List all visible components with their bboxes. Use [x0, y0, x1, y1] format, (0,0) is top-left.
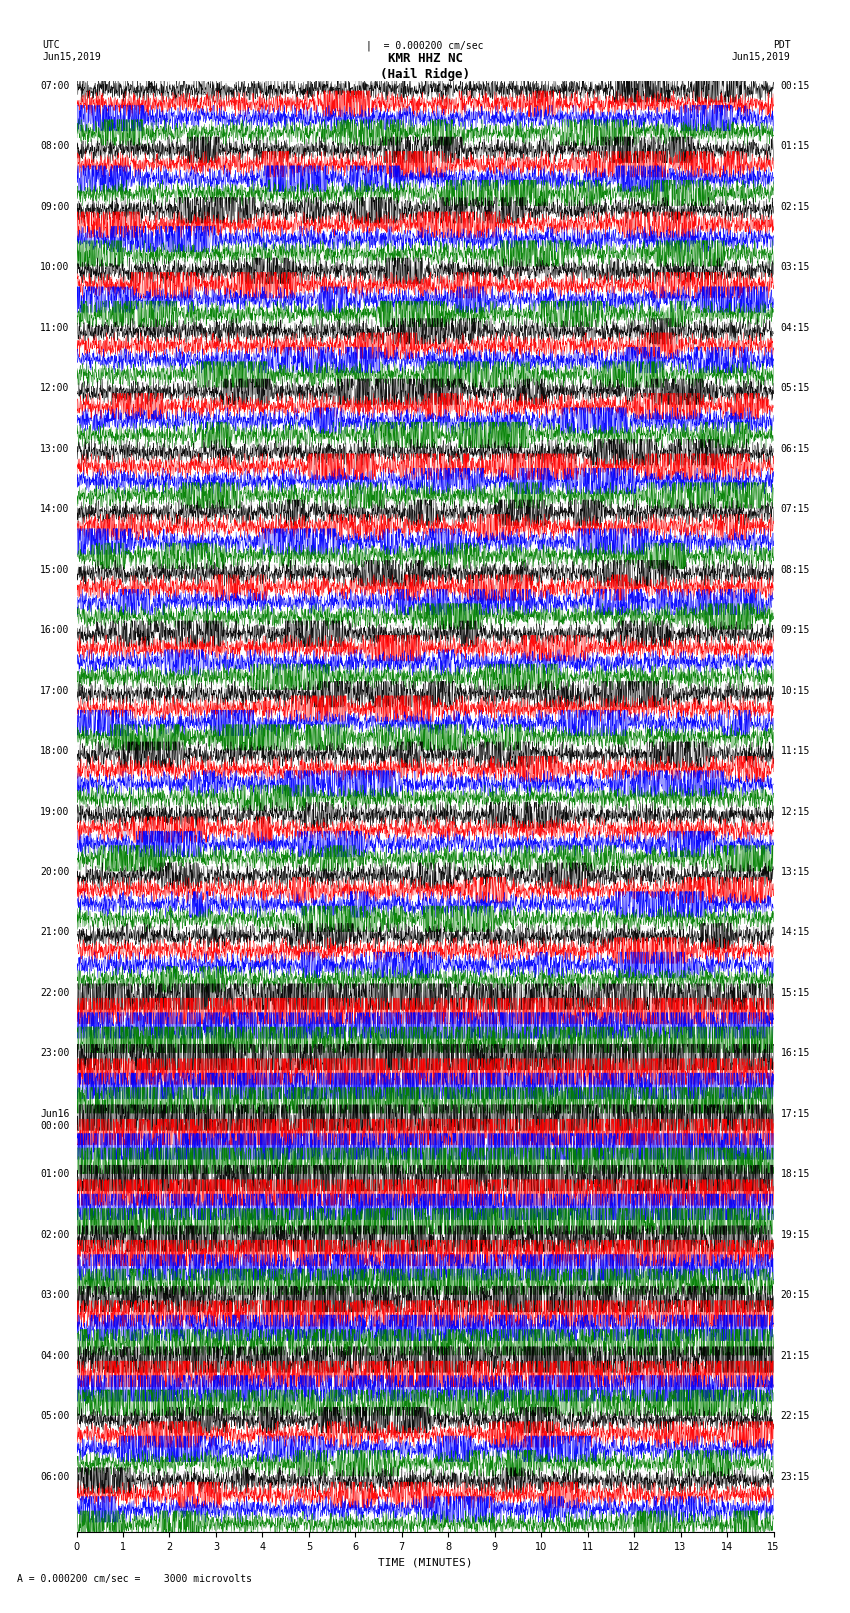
Text: 15:00: 15:00 [40, 565, 70, 574]
Text: 04:15: 04:15 [780, 323, 810, 332]
Text: 21:15: 21:15 [780, 1350, 810, 1361]
Text: 17:15: 17:15 [780, 1110, 810, 1119]
Text: 03:00: 03:00 [40, 1290, 70, 1300]
Text: 13:00: 13:00 [40, 444, 70, 453]
Text: 09:15: 09:15 [780, 626, 810, 636]
X-axis label: TIME (MINUTES): TIME (MINUTES) [377, 1558, 473, 1568]
Text: 22:00: 22:00 [40, 987, 70, 998]
Text: (Hail Ridge): (Hail Ridge) [380, 68, 470, 81]
Text: 02:15: 02:15 [780, 202, 810, 211]
Text: 23:15: 23:15 [780, 1471, 810, 1482]
Text: 22:15: 22:15 [780, 1411, 810, 1421]
Text: 00:15: 00:15 [780, 81, 810, 90]
Text: 20:00: 20:00 [40, 868, 70, 877]
Text: A = 0.000200 cm/sec =    3000 microvolts: A = 0.000200 cm/sec = 3000 microvolts [17, 1574, 252, 1584]
Text: 07:00: 07:00 [40, 81, 70, 90]
Text: KMR HHZ NC: KMR HHZ NC [388, 52, 462, 65]
Text: 19:00: 19:00 [40, 806, 70, 816]
Text: Jun16
00:00: Jun16 00:00 [40, 1110, 70, 1131]
Text: 11:00: 11:00 [40, 323, 70, 332]
Text: 01:15: 01:15 [780, 142, 810, 152]
Text: 09:00: 09:00 [40, 202, 70, 211]
Text: UTC: UTC [42, 40, 60, 50]
Text: 04:00: 04:00 [40, 1350, 70, 1361]
Text: 16:15: 16:15 [780, 1048, 810, 1058]
Text: 12:00: 12:00 [40, 382, 70, 394]
Text: 05:15: 05:15 [780, 382, 810, 394]
Text: 08:15: 08:15 [780, 565, 810, 574]
Text: 21:00: 21:00 [40, 927, 70, 937]
Text: 02:00: 02:00 [40, 1229, 70, 1240]
Text: 14:15: 14:15 [780, 927, 810, 937]
Text: 10:15: 10:15 [780, 686, 810, 695]
Text: 18:00: 18:00 [40, 745, 70, 756]
Text: 13:15: 13:15 [780, 868, 810, 877]
Text: PDT: PDT [773, 40, 790, 50]
Text: 01:00: 01:00 [40, 1169, 70, 1179]
Text: 03:15: 03:15 [780, 261, 810, 273]
Text: |  = 0.000200 cm/sec: | = 0.000200 cm/sec [366, 40, 484, 52]
Text: 16:00: 16:00 [40, 626, 70, 636]
Text: Jun15,2019: Jun15,2019 [732, 52, 791, 61]
Text: 06:15: 06:15 [780, 444, 810, 453]
Text: 10:00: 10:00 [40, 261, 70, 273]
Text: 11:15: 11:15 [780, 745, 810, 756]
Text: Jun15,2019: Jun15,2019 [42, 52, 101, 61]
Text: 15:15: 15:15 [780, 987, 810, 998]
Text: 06:00: 06:00 [40, 1471, 70, 1482]
Text: 08:00: 08:00 [40, 142, 70, 152]
Text: 23:00: 23:00 [40, 1048, 70, 1058]
Text: 07:15: 07:15 [780, 503, 810, 515]
Text: 17:00: 17:00 [40, 686, 70, 695]
Text: 05:00: 05:00 [40, 1411, 70, 1421]
Text: 14:00: 14:00 [40, 503, 70, 515]
Text: 19:15: 19:15 [780, 1229, 810, 1240]
Text: 20:15: 20:15 [780, 1290, 810, 1300]
Text: 12:15: 12:15 [780, 806, 810, 816]
Text: 18:15: 18:15 [780, 1169, 810, 1179]
